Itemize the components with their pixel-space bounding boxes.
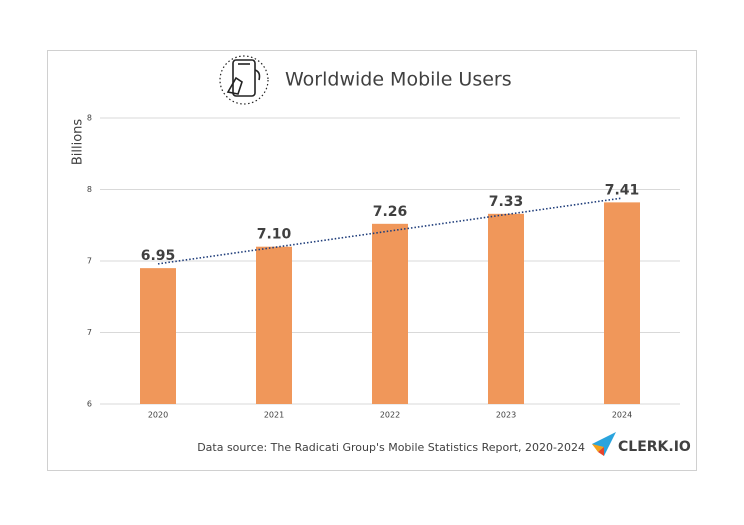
phone-icon [219,55,269,105]
bar [256,246,292,404]
y-tick-label: 8 [87,114,92,123]
bar [140,268,176,404]
y-tick-label: 8 [87,185,92,194]
logo: CLERK.IO [618,439,691,455]
value-label: 7.33 [489,194,524,210]
chart-title: Worldwide Mobile Users [285,69,512,91]
bar [488,213,524,404]
x-tick-label: 2021 [264,411,284,420]
source: Data source: The Radicati Group's Mobile… [197,441,585,454]
value-label: 7.26 [373,204,408,220]
x-tick-label: 2022 [380,411,400,420]
bar [604,202,640,404]
x-tick-label: 2024 [612,411,632,420]
bar [372,223,408,404]
x-tick-label: 2023 [496,411,516,420]
logo-icon [592,432,616,456]
x-tick-label: 2020 [148,411,168,420]
trendline [157,197,623,265]
y-tick-label: 7 [87,257,92,266]
y-tick-label: 7 [87,328,92,337]
value-label: 7.41 [605,182,640,198]
value-label: 7.10 [257,227,292,243]
y-tick-label: 6 [87,400,92,409]
y-axis-label: Billions [71,119,86,166]
value-label: 6.95 [141,248,176,264]
